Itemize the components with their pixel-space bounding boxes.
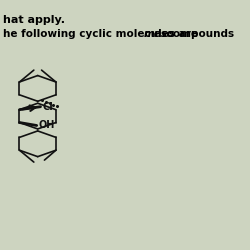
Text: OH: OH [38, 120, 55, 130]
Text: compounds: compounds [163, 29, 234, 39]
Text: he following cyclic molecules are: he following cyclic molecules are [3, 29, 202, 39]
Text: meso: meso [144, 29, 175, 39]
Text: hat apply.: hat apply. [3, 15, 65, 25]
Text: Cl: Cl [42, 102, 53, 112]
